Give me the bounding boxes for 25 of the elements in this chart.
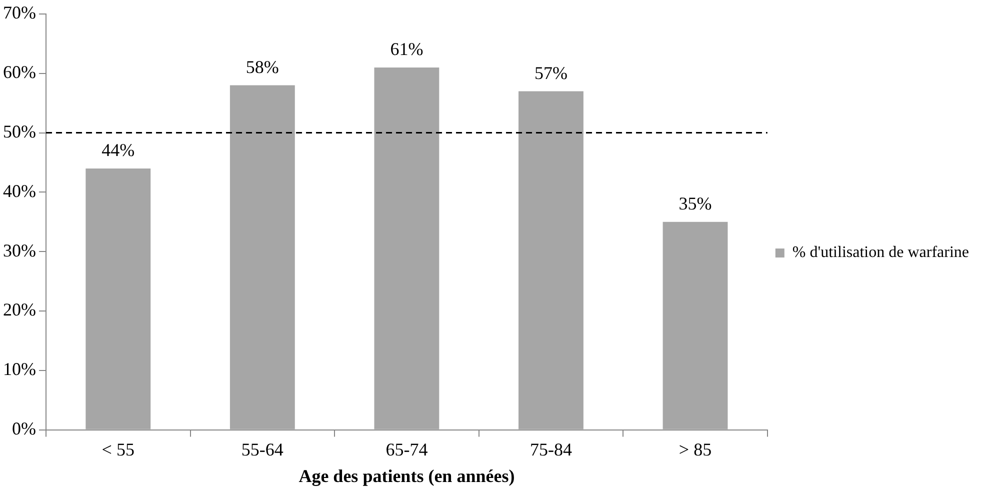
bar xyxy=(374,67,440,430)
x-tick-label: 55-64 xyxy=(241,439,284,460)
data-label: 61% xyxy=(390,39,424,60)
y-tick-label: 60% xyxy=(2,62,36,82)
bar xyxy=(230,85,295,430)
bar xyxy=(86,168,151,430)
x-axis-title: Age des patients (en années) xyxy=(298,466,515,486)
data-label: 44% xyxy=(102,140,135,160)
x-tick-label: 65-74 xyxy=(386,439,428,460)
y-tick-label: 50% xyxy=(2,122,36,142)
data-label: 35% xyxy=(678,194,712,214)
y-tick-label: 70% xyxy=(2,2,36,23)
y-tick-label: 30% xyxy=(2,240,36,260)
y-tick-label: 10% xyxy=(2,359,36,380)
data-label: 58% xyxy=(246,57,279,78)
x-tick-label: 75-84 xyxy=(530,439,572,460)
data-label: 57% xyxy=(534,62,568,83)
bar xyxy=(662,222,728,430)
x-tick-label: > 85 xyxy=(678,439,712,460)
legend-label: % d'utilisation de warfarine xyxy=(792,244,970,262)
x-tick-label: < 55 xyxy=(102,439,134,460)
bar xyxy=(518,91,584,430)
y-tick-label: 0% xyxy=(12,418,36,439)
y-tick-label: 20% xyxy=(2,300,36,320)
y-tick-label: 40% xyxy=(2,180,36,201)
